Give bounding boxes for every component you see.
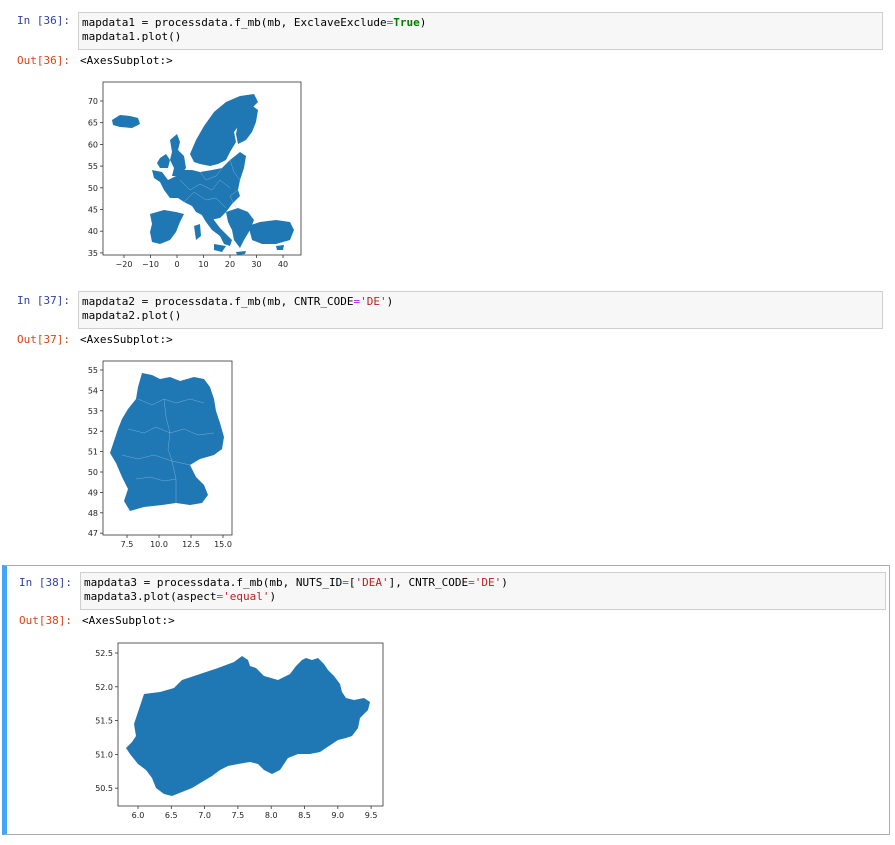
code-operator: =	[216, 590, 224, 603]
code-text: )	[419, 16, 427, 29]
map-internal-borders	[121, 398, 215, 503]
x-tick-label: 9.5	[365, 811, 378, 820]
code-text: mapdata1.plot()	[82, 30, 182, 43]
output-text: <AxesSubplot:>	[80, 333, 173, 346]
output-prompt: Out[36]:	[17, 54, 70, 67]
code-text: )	[386, 295, 394, 308]
x-tick-label: 7.5	[121, 540, 134, 549]
code-text: mapdata1 = processdata.f_mb(mb, ExclaveE…	[82, 16, 387, 29]
code-text: mapdata3.plot(aspect	[84, 590, 217, 603]
nrw-map	[126, 656, 370, 796]
y-tick-label: 55	[88, 366, 98, 375]
x-tick-label: 8.5	[298, 811, 311, 820]
y-tick-label: 70	[88, 97, 98, 106]
code-operator: =	[386, 16, 394, 29]
y-tick-label: 51	[88, 448, 98, 457]
x-tick-label: 40	[278, 260, 288, 269]
input-prompt: In [36]:	[17, 14, 70, 27]
x-axis-ticks: −20 −10 0 10 20 30 40	[116, 255, 288, 269]
x-tick-label: −10	[142, 260, 159, 269]
output-text: <AxesSubplot:>	[80, 54, 173, 67]
x-tick-label: 20	[225, 260, 235, 269]
input-prompt: In [37]:	[17, 294, 70, 307]
notebook-cell-37[interactable]: In [37]: mapdata2 = processdata.f_mb(mb,…	[0, 287, 895, 557]
code-input[interactable]: mapdata2 = processdata.f_mb(mb, CNTR_COD…	[78, 291, 883, 329]
europe-map	[112, 94, 294, 255]
code-input[interactable]: mapdata3 = processdata.f_mb(mb, NUTS_ID=…	[80, 572, 886, 610]
code-input[interactable]: mapdata1 = processdata.f_mb(mb, ExclaveE…	[78, 12, 883, 50]
y-tick-label: 51.5	[95, 717, 113, 726]
code-text: [	[348, 576, 356, 589]
x-tick-label: 30	[251, 260, 261, 269]
y-tick-label: 50	[88, 468, 98, 477]
y-tick-label: 35	[88, 249, 98, 258]
code-text: mapdata2.plot()	[82, 309, 182, 322]
code-text: mapdata2 = processdata.f_mb(mb, CNTR_COD…	[82, 295, 354, 308]
output-text: <AxesSubplot:>	[82, 614, 175, 627]
y-tick-label: 52.5	[95, 649, 113, 658]
x-tick-label: 6.5	[165, 811, 178, 820]
y-tick-label: 53	[88, 407, 98, 416]
y-tick-label: 52.0	[95, 683, 113, 692]
y-tick-label: 50	[88, 184, 98, 193]
y-tick-label: 40	[88, 227, 98, 236]
y-tick-label: 45	[88, 206, 98, 215]
x-tick-label: 9.0	[331, 811, 344, 820]
code-text: )	[501, 576, 508, 589]
x-tick-label: 7.5	[232, 811, 245, 820]
y-tick-label: 52	[88, 427, 98, 436]
y-axis-ticks: 52.5 52.0 51.5 51.0 50.5	[95, 649, 118, 793]
notebook-cell-36[interactable]: In [36]: mapdata1 = processdata.f_mb(mb,…	[0, 8, 895, 273]
y-axis-ticks: 55 54 53 52 51 50 49 48 47	[88, 366, 103, 538]
germany-map-plot: 7.5 10.0 12.5 15.0 55 54 53 52 51 50 49 48 47	[88, 360, 233, 549]
y-tick-label: 51.0	[95, 750, 113, 759]
y-tick-label: 54	[88, 386, 98, 395]
code-string: 'DE'	[360, 295, 387, 308]
notebook-cell-38[interactable]: In [38]: mapdata3 = processdata.f_mb(mb,…	[2, 565, 890, 835]
code-keyword: True	[393, 16, 420, 29]
x-tick-label: 10	[198, 260, 208, 269]
y-tick-label: 55	[88, 162, 98, 171]
x-tick-label: 12.5	[182, 540, 200, 549]
output-prompt: Out[37]:	[17, 333, 70, 346]
y-tick-label: 48	[88, 509, 98, 518]
x-tick-label: 10.0	[150, 540, 168, 549]
y-tick-label: 49	[88, 488, 98, 497]
x-axis-ticks: 6.0 6.5 7.0 7.5 8.0 8.5 9.0 9.5	[132, 806, 378, 820]
code-operator: =	[353, 295, 361, 308]
x-tick-label: 6.0	[132, 811, 145, 820]
x-tick-label: 0	[174, 260, 179, 269]
code-text: ], CNTR_CODE	[388, 576, 469, 589]
nrw-map-plot: 6.0 6.5 7.0 7.5 8.0 8.5 9.0 9.5 52.5 52.0 51.5 51.…	[95, 642, 384, 820]
europe-map-plot: −20 −10 0 10 20 30 40 70 65 60 55 50 45 40 35	[88, 81, 302, 269]
output-prompt: Out[38]:	[19, 614, 72, 627]
y-tick-label: 65	[88, 119, 98, 128]
germany-map	[110, 373, 224, 511]
y-tick-label: 47	[88, 529, 98, 538]
x-tick-label: 15.0	[214, 540, 232, 549]
x-tick-label: 8.0	[265, 811, 278, 820]
x-tick-label: 7.0	[198, 811, 211, 820]
code-string: 'DEA'	[355, 576, 389, 589]
y-tick-label: 60	[88, 140, 98, 149]
map-internal-borders	[179, 159, 241, 209]
code-text: mapdata3 = processdata.f_mb(mb, NUTS_ID	[84, 576, 343, 589]
x-tick-label: −20	[116, 260, 133, 269]
code-operator: =	[468, 576, 475, 589]
input-prompt: In [38]:	[19, 576, 72, 589]
x-axis-ticks: 7.5 10.0 12.5 15.0	[121, 535, 232, 549]
code-text: )	[269, 590, 277, 603]
y-axis-ticks: 70 65 60 55 50 45 40 35	[88, 97, 103, 258]
y-tick-label: 50.5	[95, 784, 113, 793]
code-string: 'equal'	[223, 590, 270, 603]
code-string: 'DE'	[474, 576, 502, 589]
code-operator: =	[342, 576, 349, 589]
